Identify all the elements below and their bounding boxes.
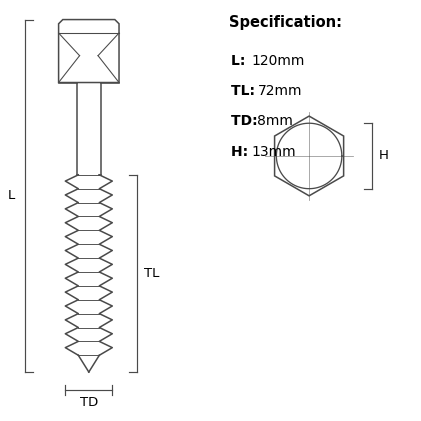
Text: 120mm: 120mm [251,54,304,68]
Text: L: L [8,189,15,203]
Text: Specification:: Specification: [229,16,342,30]
Text: TD:: TD: [232,115,263,128]
Text: TL: TL [144,267,160,280]
Text: H:: H: [232,145,253,159]
Text: 72mm: 72mm [258,84,302,98]
Text: L:: L: [232,54,251,68]
Text: 13mm: 13mm [251,145,296,159]
Text: H: H [379,149,389,163]
Text: TD: TD [80,396,98,409]
Text: TL:: TL: [232,84,260,98]
Text: 8mm: 8mm [258,115,293,128]
